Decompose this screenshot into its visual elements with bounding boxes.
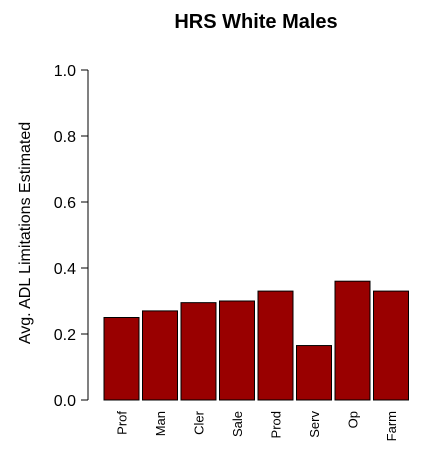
bar-cler [180,302,217,401]
bar-prof [103,317,140,401]
bar-farm [373,290,409,401]
y-axis-ticks: 0.0 0.2 0.4 0.6 0.8 1.0 [54,63,88,410]
x-tick-label: Cler [192,410,207,435]
y-tick-label: 0.8 [54,129,76,146]
x-tick-label: Man [153,411,168,436]
y-axis-label: Avg. ADL Limitations Estimated [17,122,34,344]
bar-sale [219,300,255,401]
y-tick-label: 0.4 [54,261,76,278]
bar-man [142,310,178,401]
y-tick-label: 0.6 [54,195,76,212]
y-tick-label: 0.0 [54,393,76,410]
y-tick-label: 0.2 [54,327,76,344]
bars [103,280,409,401]
bar-serv [296,345,332,401]
x-tick-label: Prof [115,411,130,435]
x-axis-labels: Prof Man Cler Sale Prod Serv Op Farm [115,410,400,441]
x-tick-label: Sale [230,411,245,437]
chart-title: HRS White Males [174,11,337,33]
x-tick-label: Op [346,411,361,428]
bar-op [334,280,371,401]
y-tick-label: 1.0 [54,63,76,80]
x-tick-label: Farm [384,411,399,441]
x-tick-label: Prod [269,411,284,438]
x-tick-label: Serv [307,411,322,438]
bar-prod [257,290,294,401]
